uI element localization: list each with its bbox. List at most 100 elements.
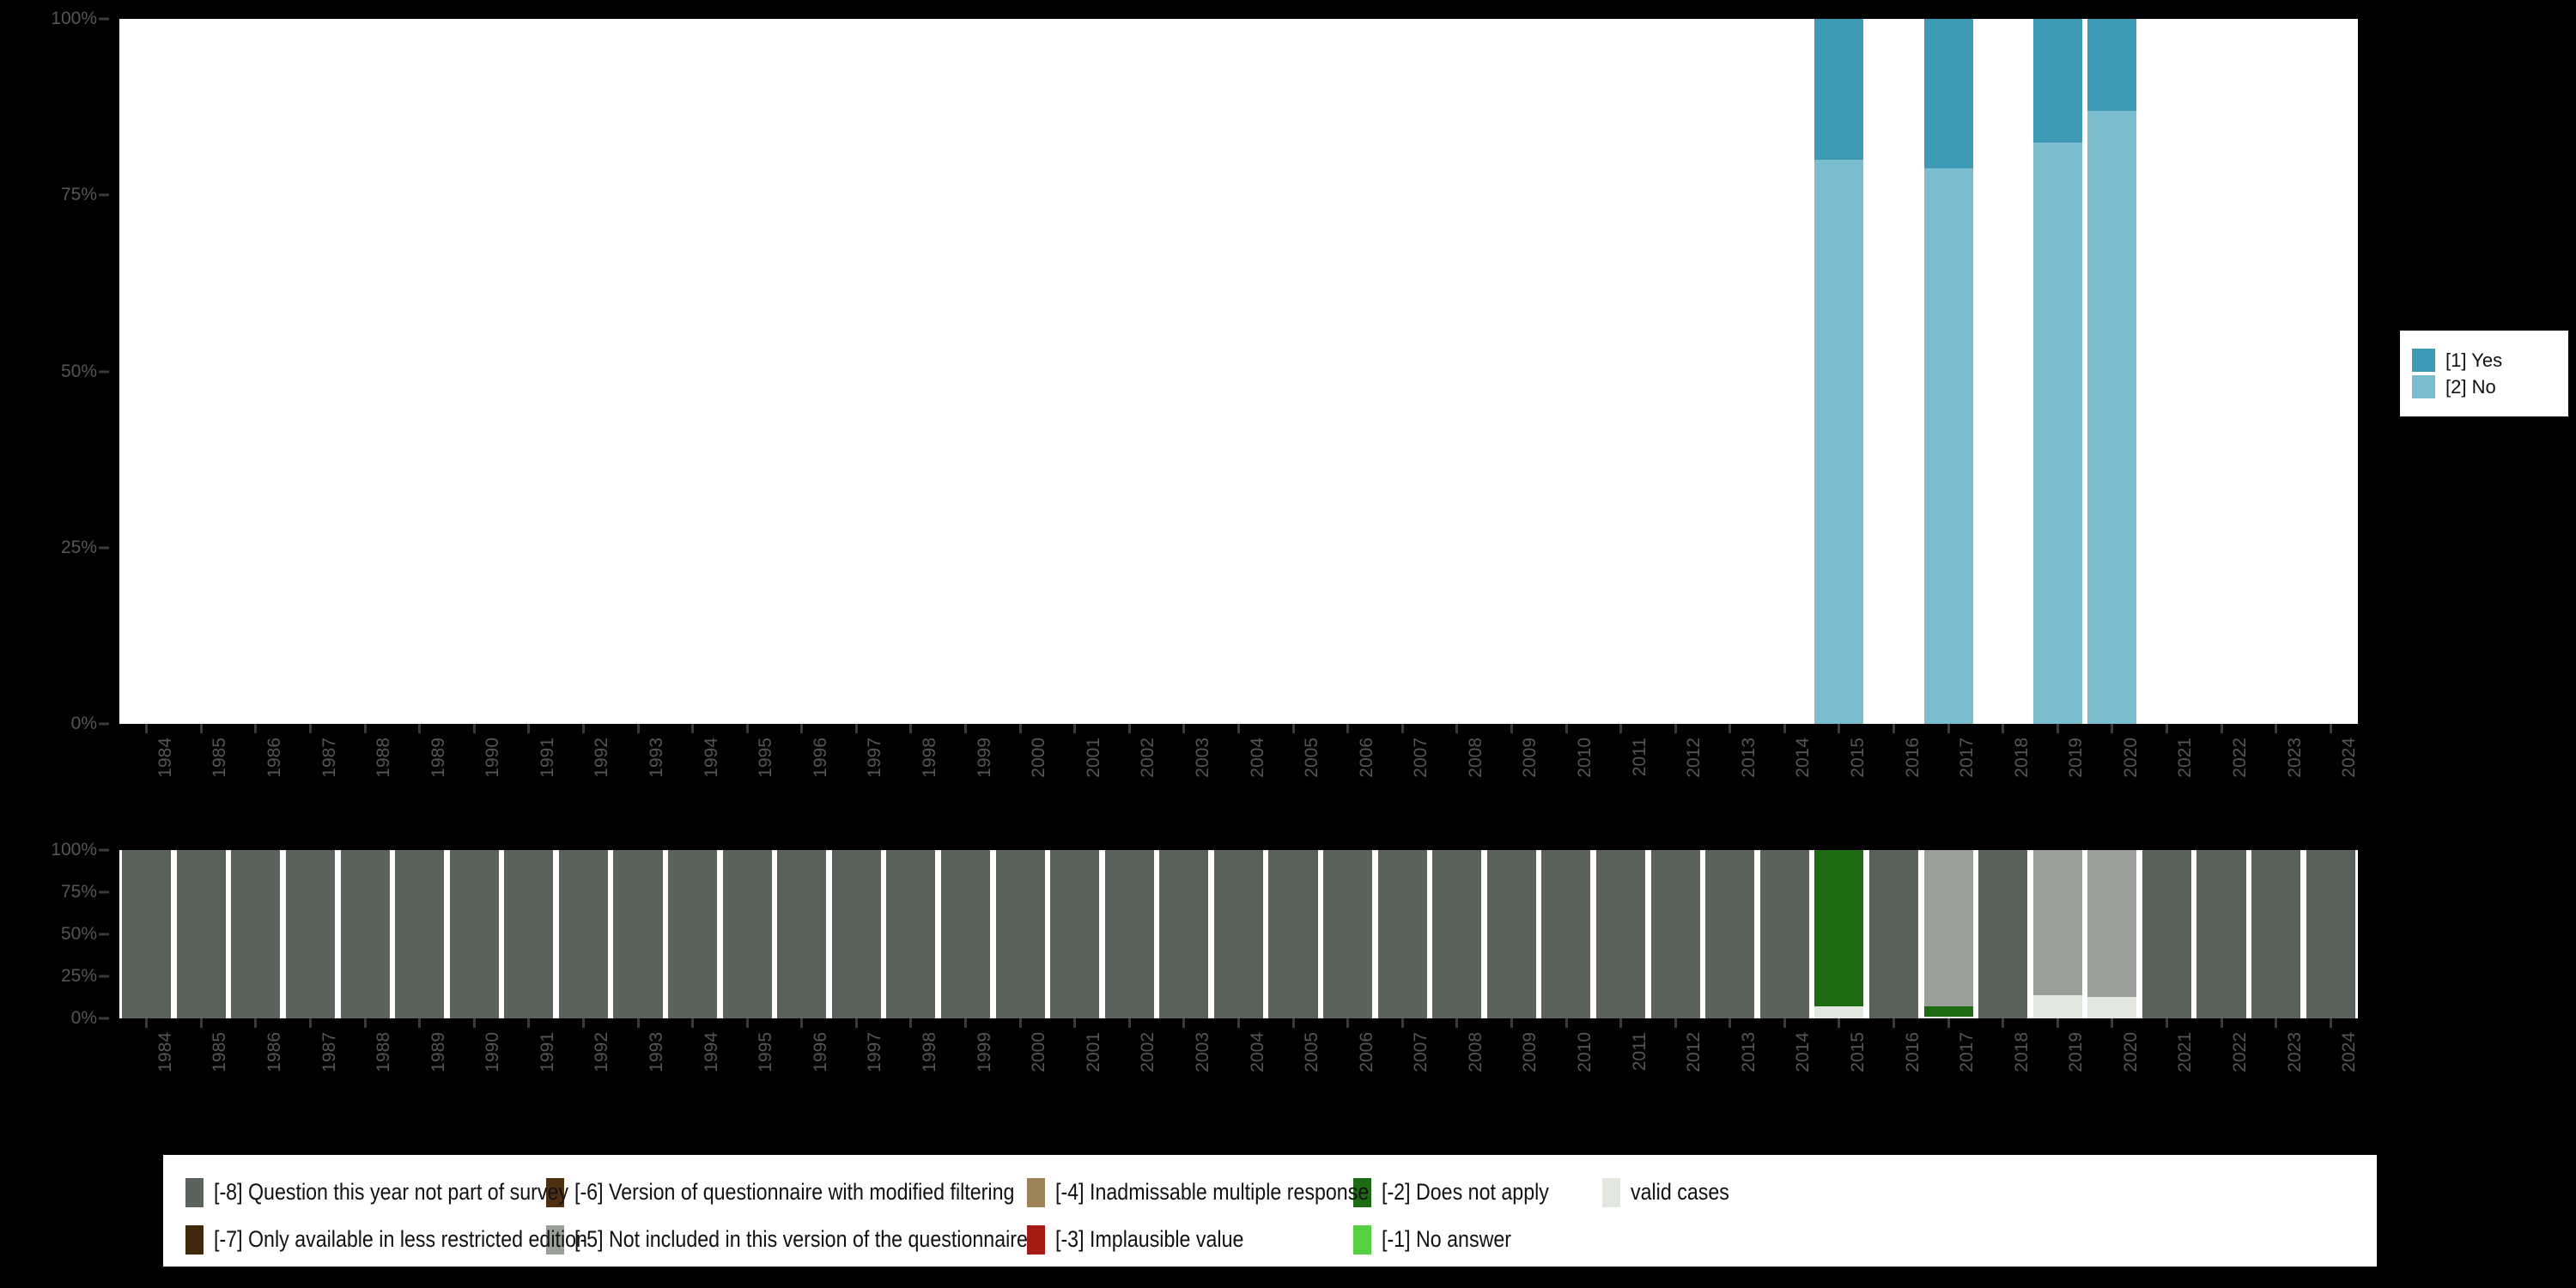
validity-bar-2003[interactable] [1159,850,1209,1018]
validity-segment--8[interactable] [395,850,445,1018]
validity-segment--8[interactable] [777,850,827,1018]
validity-segment-valid[interactable] [2032,994,2082,1018]
bar-segment-yes[interactable] [1814,19,1864,161]
validity-segment--8[interactable] [1104,850,1154,1018]
validity-bar-2004[interactable] [1213,850,1263,1018]
validity-bar-2018[interactable] [1978,850,2028,1018]
validity-segment--8[interactable] [1868,850,1918,1018]
validity-bar-2023[interactable] [2251,850,2301,1018]
validity-segment--2[interactable] [1923,1006,1973,1018]
validity-bar-1990[interactable] [449,850,499,1018]
validity-bar-2021[interactable] [2142,850,2191,1018]
legend-item--1[interactable]: [-1] No answer [1353,1224,1602,1255]
validity-bar-1994[interactable] [668,850,718,1018]
validity-segment--8[interactable] [1541,850,1591,1018]
validity-segment--8[interactable] [1268,850,1318,1018]
validity-bar-2016[interactable] [1868,850,1918,1018]
bar-segment-no[interactable] [1814,160,1864,724]
validity-segment--8[interactable] [558,850,608,1018]
validity-segment--8[interactable] [504,850,554,1018]
validity-bar-2008[interactable] [1432,850,1482,1018]
validity-segment--8[interactable] [122,850,172,1018]
main-bar-2017[interactable] [1923,19,1973,724]
bar-segment-no[interactable] [1923,168,1973,724]
legend-item-valid[interactable]: valid cases [1602,1177,1791,1207]
legend-item--2[interactable]: [-2] Does not apply [1353,1177,1602,1207]
validity-segment--2[interactable] [1814,850,1864,1007]
validity-segment--8[interactable] [449,850,499,1018]
validity-segment--8[interactable] [1759,850,1809,1018]
validity-segment--8[interactable] [722,850,772,1018]
validity-bar-2007[interactable] [1377,850,1427,1018]
validity-segment--8[interactable] [1323,850,1373,1018]
validity-segment--8[interactable] [2196,850,2246,1018]
validity-bar-2022[interactable] [2196,850,2246,1018]
validity-bar-1991[interactable] [504,850,554,1018]
validity-bar-1992[interactable] [558,850,608,1018]
validity-segment--8[interactable] [285,850,336,1018]
bar-segment-no[interactable] [2032,142,2082,724]
validity-bar-2011[interactable] [1596,850,1646,1018]
validity-bar-1997[interactable] [831,850,881,1018]
validity-segment--8[interactable] [1213,850,1263,1018]
validity-segment-valid[interactable] [1814,1006,1864,1018]
validity-bar-2000[interactable] [995,850,1045,1018]
legend-item--6[interactable]: [-6] Version of questionnaire with modif… [546,1177,1027,1207]
validity-bar-2020[interactable] [2087,850,2137,1018]
validity-segment--8[interactable] [1978,850,2028,1018]
validity-segment--8[interactable] [340,850,390,1018]
validity-bar-1993[interactable] [613,850,663,1018]
validity-bar-1987[interactable] [285,850,336,1018]
validity-segment--5[interactable] [2087,850,2137,997]
validity-bar-1999[interactable] [940,850,991,1018]
legend-item--5[interactable]: [-5] Not included in this version of the… [546,1224,1028,1255]
validity-segment--8[interactable] [2251,850,2301,1018]
validity-segment--8[interactable] [1650,850,1700,1018]
validity-segment--8[interactable] [176,850,226,1018]
validity-segment--8[interactable] [1050,850,1100,1018]
validity-segment--8[interactable] [613,850,663,1018]
validity-bar-2014[interactable] [1759,850,1809,1018]
main-bar-2019[interactable] [2032,19,2082,724]
validity-segment--5[interactable] [1923,850,1973,1007]
validity-segment--8[interactable] [231,850,281,1018]
validity-bar-1989[interactable] [395,850,445,1018]
validity-bar-2010[interactable] [1541,850,1591,1018]
validity-segment--8[interactable] [2142,850,2191,1018]
legend-item--3[interactable]: [-3] Implausible value [1027,1224,1353,1255]
bar-segment-yes[interactable] [2032,19,2082,143]
legend-item--8[interactable]: [-8] Question this year not part of surv… [185,1177,568,1207]
validity-segment--8[interactable] [1596,850,1646,1018]
validity-segment-valid[interactable] [1923,1017,1973,1018]
validity-segment--8[interactable] [886,850,936,1018]
bar-segment-yes[interactable] [2087,19,2137,111]
validity-segment-valid[interactable] [2087,996,2137,1018]
validity-bar-2006[interactable] [1323,850,1373,1018]
series-legend-item[interactable]: [1] Yes [2412,347,2568,374]
validity-bar-2009[interactable] [1486,850,1536,1018]
validity-bar-2015[interactable] [1814,850,1864,1018]
series-legend-item[interactable]: [2] No [2412,374,2568,400]
validity-segment--8[interactable] [1377,850,1427,1018]
validity-bar-2024[interactable] [2306,850,2355,1018]
validity-bar-1998[interactable] [886,850,936,1018]
validity-segment--8[interactable] [940,850,991,1018]
validity-bar-2002[interactable] [1104,850,1154,1018]
validity-segment--8[interactable] [831,850,881,1018]
main-bar-2015[interactable] [1814,19,1864,724]
validity-bar-2005[interactable] [1268,850,1318,1018]
validity-bar-1984[interactable] [122,850,172,1018]
validity-bar-2012[interactable] [1650,850,1700,1018]
validity-bar-2013[interactable] [1705,850,1755,1018]
validity-bar-1988[interactable] [340,850,390,1018]
validity-segment--8[interactable] [668,850,718,1018]
validity-bar-2017[interactable] [1923,850,1973,1018]
bar-segment-yes[interactable] [1923,19,1973,169]
legend-item--7[interactable]: [-7] Only available in less restricted e… [185,1224,587,1255]
validity-bar-1995[interactable] [722,850,772,1018]
validity-bar-1986[interactable] [231,850,281,1018]
main-bar-2020[interactable] [2087,19,2137,724]
validity-segment--8[interactable] [1705,850,1755,1018]
validity-segment--8[interactable] [1432,850,1482,1018]
bar-segment-no[interactable] [2087,110,2137,724]
